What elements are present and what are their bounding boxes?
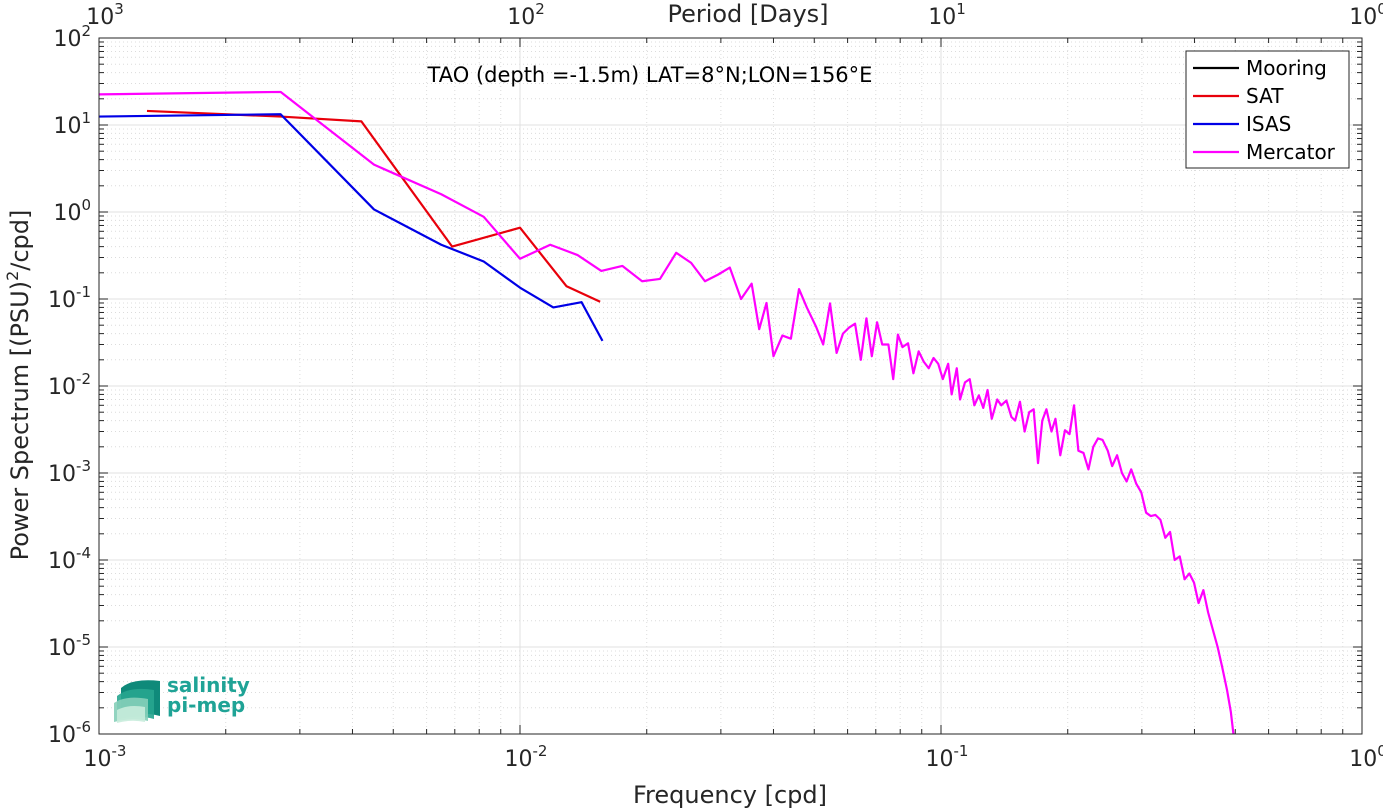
- y-tick-label-base: 10: [48, 636, 76, 661]
- y-tick-label-exponent: -3: [76, 457, 91, 475]
- y-axis-label-main: Power Spectrum [(PSU): [6, 281, 34, 560]
- top-tick-label-exponent: 1: [956, 0, 966, 18]
- y-axis-label: Power Spectrum [(PSU)2/cpd]: [3, 210, 34, 561]
- y-tick-label: 10-1: [48, 283, 91, 313]
- y-tick-label: 101: [53, 109, 91, 139]
- series-line-sat: [146, 109, 601, 303]
- legend-box: [1185, 50, 1350, 169]
- logo-waves-icon: [114, 680, 160, 723]
- y-tick-label-base: 10: [53, 27, 81, 52]
- top-tick-label-exponent: 2: [535, 0, 545, 18]
- y-tick-label-exponent: 0: [81, 196, 91, 214]
- top-tick-label-base: 10: [1349, 5, 1377, 30]
- y-tick-label: 100: [53, 196, 91, 226]
- x-tick-label-exponent: -1: [954, 742, 969, 760]
- x-axis-label: Frequency [cpd]: [633, 781, 827, 809]
- top-tick-label-base: 10: [507, 5, 535, 30]
- tick-marks: [98, 38, 1362, 735]
- y-tick-label: 10-3: [48, 457, 91, 487]
- x-tick-label-base: 10: [84, 747, 112, 772]
- salinity-pi-mep-logo: salinity pi-mep: [114, 673, 250, 723]
- y-tick-label-exponent: -6: [76, 718, 91, 736]
- grid: [98, 37, 1363, 735]
- top-tick-label: 103: [86, 0, 124, 30]
- y-tick-label: 10-4: [48, 544, 91, 574]
- logo-text-line2: pi-mep: [167, 693, 245, 717]
- x-tick-label-exponent: 0: [1377, 742, 1383, 760]
- x-tick-label: 10-2: [505, 742, 548, 772]
- y-axis-label-tail: /cpd]: [6, 210, 34, 271]
- top-tick-label-exponent: 0: [1377, 0, 1383, 18]
- y-tick-label-base: 10: [48, 549, 76, 574]
- x-tick-label: 10-3: [84, 742, 127, 772]
- x-tick-label-exponent: -2: [533, 742, 548, 760]
- y-tick-label: 10-6: [48, 718, 91, 748]
- y-tick-label-base: 10: [48, 375, 76, 400]
- y-tick-label-exponent: -5: [76, 631, 91, 649]
- y-tick-label: 10-5: [48, 631, 91, 661]
- legend-label-sat: SAT: [1246, 84, 1284, 108]
- x-tick-label-exponent: -3: [112, 742, 127, 760]
- top-tick-label: 100: [1349, 0, 1383, 30]
- y-tick-label-exponent: -4: [76, 544, 91, 562]
- top-x-axis-label: Period [Days]: [667, 0, 828, 28]
- y-tick-label-base: 10: [53, 201, 81, 226]
- y-tick-label: 102: [53, 22, 91, 52]
- y-tick-label-base: 10: [48, 462, 76, 487]
- y-tick-label-exponent: 1: [81, 109, 91, 127]
- series-line-mercator: [98, 90, 1235, 735]
- y-tick-label-base: 10: [48, 288, 76, 313]
- y-tick-label-base: 10: [48, 723, 76, 748]
- logo-text-line1: salinity: [167, 673, 250, 697]
- legend: Mooring SAT ISAS Mercator: [1185, 50, 1350, 169]
- x-tick-label: 10-1: [926, 742, 969, 772]
- legend-label-mooring: Mooring: [1246, 56, 1327, 80]
- y-tick-label-exponent: 2: [81, 22, 91, 40]
- y-tick-label-base: 10: [53, 114, 81, 139]
- top-tick-label-base: 10: [86, 5, 114, 30]
- top-tick-label: 102: [507, 0, 545, 30]
- x-tick-label-base: 10: [1349, 747, 1377, 772]
- x-tick-label-base: 10: [926, 747, 954, 772]
- legend-label-isas: ISAS: [1246, 112, 1291, 136]
- series-lines: [98, 90, 1235, 735]
- chart-annotation: TAO (depth =-1.5m) LAT=8°N;LON=156°E: [427, 63, 873, 87]
- legend-label-mercator: Mercator: [1246, 140, 1336, 164]
- x-tick-label-base: 10: [505, 747, 533, 772]
- y-tick-label-exponent: -2: [76, 370, 91, 388]
- y-tick-label: 10-2: [48, 370, 91, 400]
- x-tick-label: 100: [1349, 742, 1383, 772]
- top-tick-label: 101: [928, 0, 966, 30]
- y-tick-label-exponent: -1: [76, 283, 91, 301]
- top-tick-label-exponent: 3: [114, 0, 124, 18]
- y-axis-label-sup: 2: [3, 271, 22, 281]
- series-line-isas: [98, 113, 604, 342]
- top-tick-label-base: 10: [928, 5, 956, 30]
